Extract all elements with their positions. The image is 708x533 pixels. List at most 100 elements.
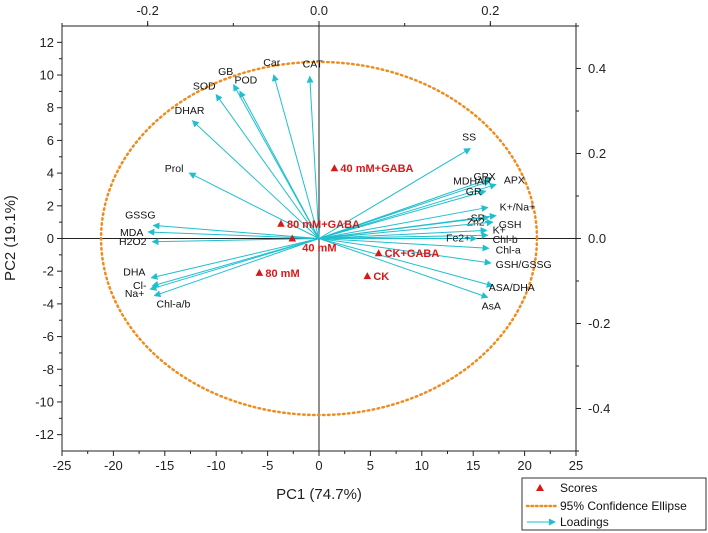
loading-label: APX <box>504 175 525 187</box>
loading-arrow <box>318 182 497 239</box>
loading-arrow <box>150 238 320 280</box>
loading-label: GSSG <box>125 209 155 221</box>
loading-label: DHA <box>123 267 145 279</box>
x-tick-label: -5 <box>262 458 274 473</box>
score-label: 40 mM <box>302 243 336 255</box>
confidence-ellipse <box>99 60 539 417</box>
loading-label: K+/Na+ <box>500 201 536 213</box>
right-y-tick-label: 0.2 <box>588 146 606 161</box>
loading-label: MDHAR <box>453 175 492 187</box>
x-tick-label: -10 <box>207 458 226 473</box>
score-label: 40 mM+GABA <box>340 163 413 175</box>
loading-label: Fe2+ <box>446 233 470 245</box>
y-tick-label: 8 <box>47 100 54 115</box>
score-point <box>255 268 264 276</box>
loading-label: GB <box>218 66 233 78</box>
score-point <box>277 219 285 227</box>
top-x-tick-label: 0.0 <box>310 3 328 18</box>
score-point <box>363 272 372 280</box>
loading-arrow <box>318 231 489 239</box>
loading-label: CAT <box>303 59 324 71</box>
loading-label: DHAR <box>175 105 205 117</box>
loading-arrow <box>149 238 320 291</box>
loading-arrow <box>215 93 320 239</box>
loading-arrow <box>306 75 320 239</box>
y-tick-label: 10 <box>40 68 54 83</box>
score-point <box>330 164 339 172</box>
x-tick-label: -20 <box>104 458 123 473</box>
score-label: 80 mM <box>265 268 299 280</box>
loading-label: Chl-a/b <box>157 299 191 311</box>
right-y-tick-label: 0.4 <box>588 61 606 76</box>
y-tick-label: 0 <box>47 231 54 246</box>
score-label: 80 mM+GABA <box>287 219 360 231</box>
loading-label: ASA/DHA <box>489 282 535 294</box>
x-tick-label: 25 <box>569 458 583 473</box>
legend: Scores 95% Confidence Ellipse Loadings <box>521 477 707 531</box>
x-tick-label: 5 <box>367 458 374 473</box>
x-tick-label: 15 <box>466 458 480 473</box>
loading-label: Chl-b <box>493 234 518 246</box>
y-tick-label: 12 <box>40 35 54 50</box>
loading-label: Zn2+ <box>467 217 491 229</box>
y-tick-label: 4 <box>47 166 54 181</box>
y-tick-label: -4 <box>42 296 54 311</box>
x-tick-label: -15 <box>155 458 174 473</box>
loading-arrow <box>318 212 497 239</box>
top-x-tick-label: 0.2 <box>481 3 499 18</box>
loading-arrow <box>318 227 488 239</box>
y-tick-label: 6 <box>47 133 54 148</box>
loading-arrow <box>153 238 320 298</box>
right-y-tick-label: -0.4 <box>588 401 610 416</box>
legend-scores-label: Scores <box>560 481 597 495</box>
loading-label: GR <box>466 186 482 198</box>
y-tick-label: -10 <box>35 394 54 409</box>
x-tick-label: 20 <box>517 458 531 473</box>
loading-label: SS <box>462 132 476 144</box>
x-tick-label: -25 <box>53 458 72 473</box>
top-x-tick-label: -0.2 <box>136 3 158 18</box>
legend-ellipse-label: 95% Confidence Ellipse <box>560 499 687 513</box>
loading-arrow <box>318 238 492 266</box>
loading-label: POD <box>234 74 257 86</box>
loading-arrow <box>318 238 489 299</box>
loading-arrow <box>271 74 320 239</box>
loading-label: H2O2 <box>119 236 147 248</box>
loading-label: Cl- <box>133 280 147 292</box>
loading-label: SOD <box>193 81 216 93</box>
loading-label: Car <box>263 57 280 69</box>
loading-arrow <box>191 120 320 239</box>
loading-arrow <box>318 238 494 288</box>
loading-label: Chl-a <box>496 244 521 256</box>
score-label: CK <box>373 271 389 283</box>
y-tick-label: -8 <box>42 362 54 377</box>
loading-label: GSH/GSSG <box>496 259 552 271</box>
legend-loadings-label: Loadings <box>560 515 609 529</box>
loading-arrow <box>318 205 489 239</box>
y-tick-label: 2 <box>47 198 54 213</box>
loading-label: Prol <box>165 163 184 175</box>
y-tick-label: -6 <box>42 329 54 344</box>
score-point <box>288 234 297 242</box>
loading-arrow <box>233 83 320 239</box>
loading-arrow <box>318 189 487 239</box>
loading-arrow <box>188 172 320 239</box>
loading-arrow <box>147 228 320 239</box>
y-axis-title: PC2 (19.1%) <box>2 195 19 281</box>
loading-label: GSH <box>499 219 522 231</box>
y-tick-label: -12 <box>35 427 54 442</box>
score-label: CK+GABA <box>385 248 440 260</box>
loading-arrow <box>318 238 490 252</box>
score-point <box>374 249 383 257</box>
loading-label: MDA <box>120 227 143 239</box>
loading-label: Na+ <box>125 288 145 300</box>
loading-arrow <box>318 219 494 239</box>
x-tick-label: 10 <box>415 458 429 473</box>
loading-label: AsA <box>482 300 501 312</box>
loading-arrow <box>318 179 491 239</box>
x-tick-label: 0 <box>315 458 322 473</box>
loading-label: K+ <box>493 224 506 236</box>
loading-arrow <box>318 148 471 239</box>
legend-scores-marker <box>536 484 544 491</box>
x-axis-title: PC1 (74.7%) <box>276 486 362 503</box>
